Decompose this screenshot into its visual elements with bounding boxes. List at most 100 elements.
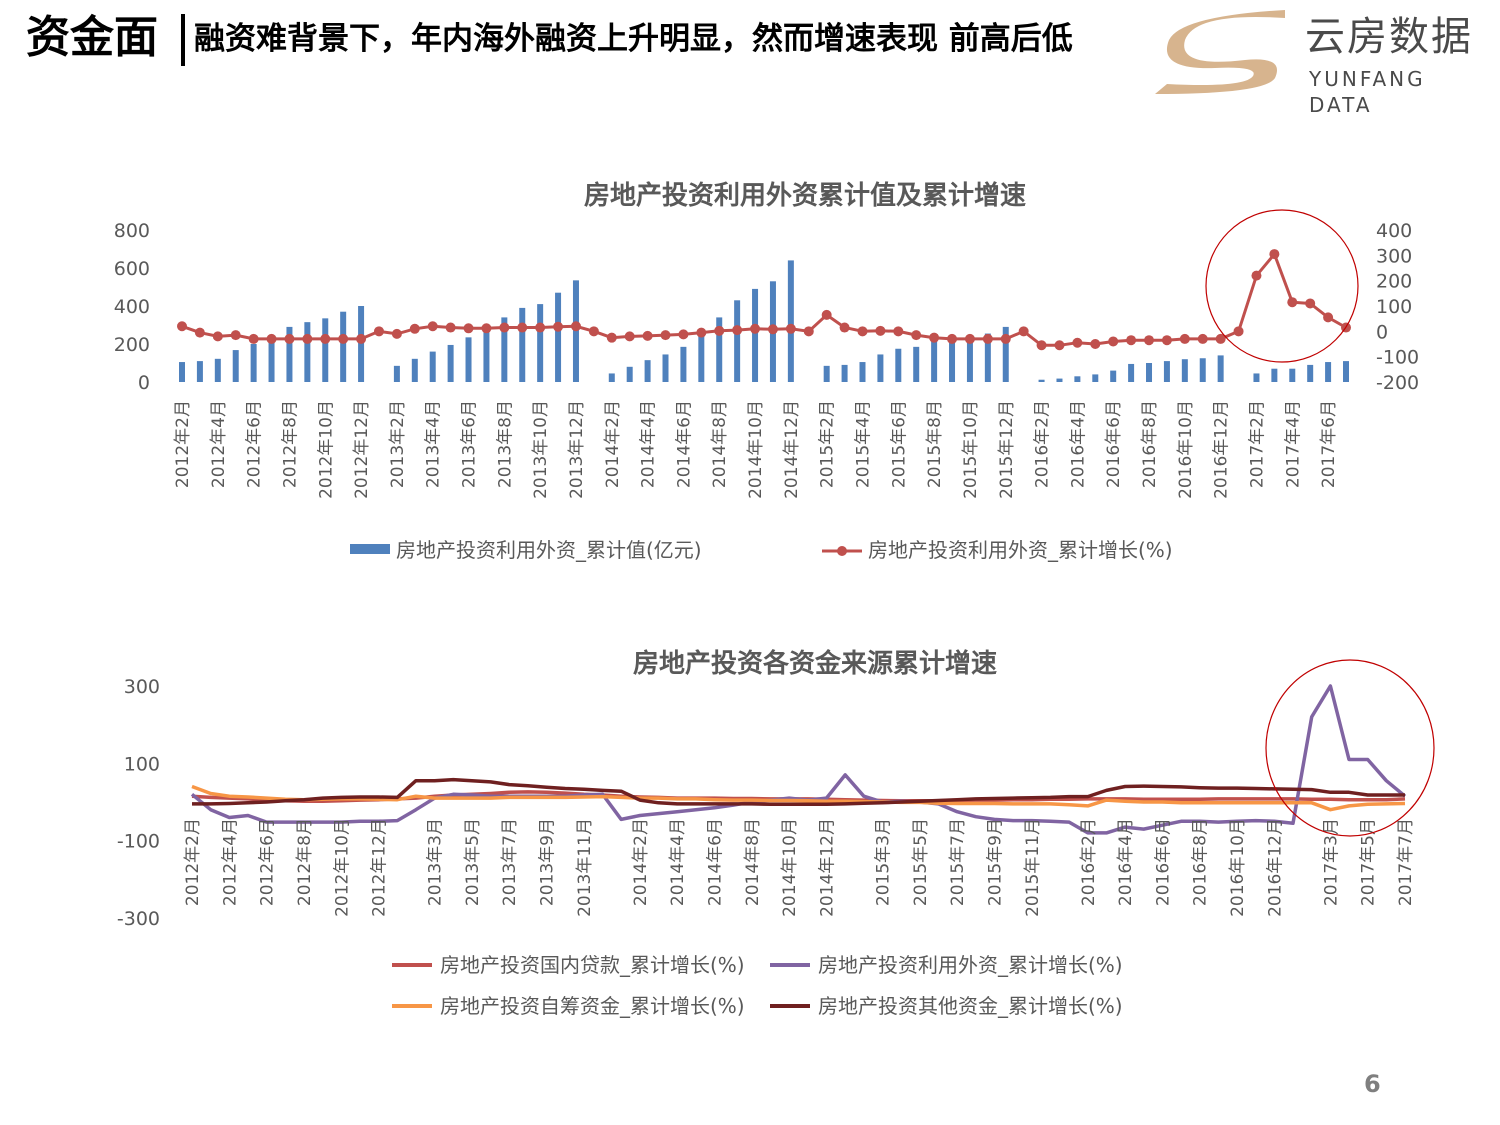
bar bbox=[716, 317, 723, 382]
series-line bbox=[190, 684, 1407, 835]
x-tick: 2015年9月 bbox=[985, 818, 1005, 906]
bar bbox=[859, 362, 866, 382]
x-tick: 2013年5月 bbox=[463, 818, 483, 906]
x-tick: 2017年3月 bbox=[1321, 818, 1341, 906]
bar bbox=[966, 336, 973, 382]
point bbox=[1305, 298, 1316, 309]
bar bbox=[268, 341, 275, 382]
legend-self-raised-label: 房地产投资自筹资金_累计增长(%) bbox=[440, 994, 745, 1018]
x-tick: 2015年3月 bbox=[873, 818, 893, 906]
bar bbox=[1181, 359, 1188, 382]
bar bbox=[734, 300, 741, 382]
legend-domestic-label: 房地产投资国内贷款_累计增长(%) bbox=[440, 953, 745, 977]
point bbox=[481, 323, 492, 334]
x-tick: 2015年5月 bbox=[911, 818, 931, 906]
point bbox=[1215, 333, 1226, 344]
bar bbox=[232, 350, 239, 382]
x-tick: 2014年6月 bbox=[706, 818, 726, 906]
x-tick: 2014年6月 bbox=[674, 400, 694, 488]
x-tick: 2012年4月 bbox=[209, 400, 229, 488]
chart2-legend: 房地产投资国内贷款_累计增长(%) 房地产投资利用外资_累计增长(%) 房地产投… bbox=[392, 953, 1123, 1018]
x-tick: 2014年8月 bbox=[743, 818, 763, 906]
x-tick: 2014年12月 bbox=[817, 818, 837, 917]
bar bbox=[608, 373, 615, 382]
chart1-x-axis: 2012年2月 2012年4月 2012年6月 2012年8月 2012年10月 2012… bbox=[173, 400, 1339, 499]
point bbox=[1144, 335, 1155, 346]
chart1-highlight-circle bbox=[1205, 209, 1359, 363]
x-tick: 2016年10月 bbox=[1176, 400, 1196, 499]
point bbox=[839, 322, 850, 333]
x-tick: 2012年12月 bbox=[370, 818, 390, 917]
point bbox=[1000, 333, 1011, 344]
point bbox=[1054, 340, 1065, 351]
legend-other-label: 房地产投资其他资金_累计增长(%) bbox=[818, 994, 1123, 1018]
bar bbox=[877, 354, 884, 382]
x-tick: 2013年4月 bbox=[424, 400, 444, 488]
point bbox=[857, 326, 868, 337]
y-right-tick: 100 bbox=[1376, 296, 1412, 318]
slide-title: 融资难背景下，年内海外融资上升明显，然而增速表现 前高后低 bbox=[194, 21, 1073, 57]
point bbox=[570, 321, 581, 332]
x-tick: 2012年6月 bbox=[258, 818, 278, 906]
legend-line-marker bbox=[837, 546, 847, 556]
point bbox=[732, 325, 743, 336]
chart2-highlight-circle bbox=[1265, 659, 1435, 837]
bar bbox=[322, 318, 329, 382]
point bbox=[642, 330, 653, 341]
x-tick: 2015年7月 bbox=[948, 818, 968, 906]
bar bbox=[841, 364, 848, 382]
point bbox=[266, 333, 277, 344]
y-tick: 300 bbox=[124, 676, 160, 698]
bar bbox=[179, 362, 185, 382]
chart1-left-axis: 0 200 400 600 800 bbox=[114, 220, 150, 394]
point bbox=[714, 325, 725, 336]
bar bbox=[304, 322, 311, 382]
bar bbox=[662, 354, 669, 382]
point bbox=[499, 322, 510, 333]
x-tick: 2014年8月 bbox=[710, 400, 730, 488]
point bbox=[338, 333, 349, 344]
bar bbox=[1199, 358, 1206, 382]
point bbox=[1179, 333, 1190, 344]
x-tick: 2016年2月 bbox=[1033, 400, 1053, 488]
bar bbox=[1038, 379, 1045, 382]
chart1-legend: 房地产投资利用外资_累计值(亿元) 房地产投资利用外资_累计增长(%) bbox=[350, 538, 1173, 562]
x-tick: 2013年3月 bbox=[426, 818, 446, 906]
x-tick: 2017年6月 bbox=[1319, 400, 1339, 488]
chart1-title: 房地产投资利用外资累计值及累计增速 bbox=[584, 180, 1026, 211]
x-tick: 2012年4月 bbox=[220, 818, 240, 906]
x-tick: 2014年10月 bbox=[746, 400, 766, 499]
y-tick: 100 bbox=[124, 753, 160, 775]
x-tick: 2014年2月 bbox=[631, 818, 651, 906]
point bbox=[1018, 326, 1029, 337]
bar bbox=[214, 358, 221, 382]
section-title: 资金面 bbox=[26, 12, 158, 63]
point bbox=[911, 330, 922, 341]
x-tick: 2013年7月 bbox=[500, 818, 520, 906]
point bbox=[982, 333, 993, 344]
x-tick: 2014年4月 bbox=[639, 400, 659, 488]
point bbox=[194, 327, 205, 338]
chart2-y-axis: -300 -100 100 300 bbox=[117, 676, 160, 930]
point bbox=[1233, 326, 1244, 337]
point bbox=[875, 325, 886, 336]
x-tick: 2015年10月 bbox=[961, 400, 981, 499]
point bbox=[409, 323, 420, 334]
bar bbox=[1074, 376, 1081, 382]
bar bbox=[752, 288, 759, 382]
point bbox=[302, 333, 313, 344]
x-tick: 2017年5月 bbox=[1359, 818, 1379, 906]
bar bbox=[698, 335, 705, 382]
bar bbox=[1253, 373, 1260, 382]
bar bbox=[680, 346, 687, 382]
bar bbox=[1325, 362, 1332, 382]
bar bbox=[931, 341, 938, 382]
x-tick: 2012年2月 bbox=[183, 818, 203, 906]
bar bbox=[626, 366, 633, 382]
point bbox=[803, 326, 814, 337]
point bbox=[1287, 297, 1298, 308]
y-right-tick: 400 bbox=[1376, 220, 1412, 242]
page-number: 6 bbox=[1364, 1070, 1381, 1098]
chart1-bars bbox=[179, 260, 1349, 382]
x-tick: 2013年2月 bbox=[388, 400, 408, 488]
